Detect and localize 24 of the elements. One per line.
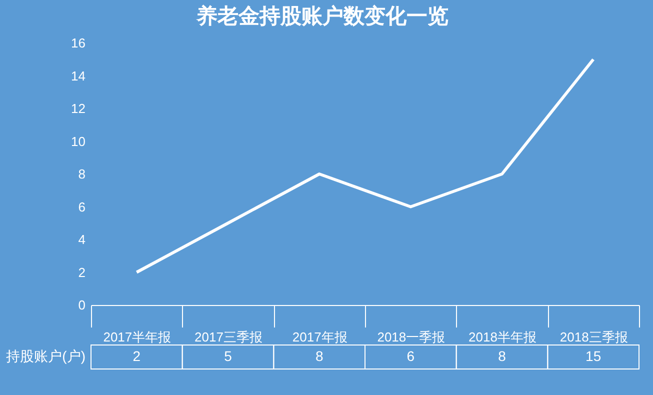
y-tick-label: 6 — [78, 199, 86, 214]
data-label: 5 — [224, 348, 232, 364]
x-tick-label: 2017年报 — [292, 330, 348, 344]
x-tick-label: 2018一季报 — [377, 330, 446, 344]
x-tick-label: 2017半年报 — [103, 330, 172, 344]
data-label: 8 — [315, 348, 324, 364]
data-label: 15 — [586, 348, 602, 364]
data-label: 2 — [132, 348, 141, 364]
x-tick-label: 2017三季报 — [194, 330, 262, 344]
data-label: 6 — [406, 348, 415, 364]
y-tick-label: 14 — [71, 68, 86, 84]
data-label: 8 — [498, 348, 506, 364]
y-tick-label: 10 — [71, 134, 86, 149]
line-series — [135, 58, 595, 274]
y-tick-label: 8 — [78, 166, 86, 182]
y-tick-label: 16 — [71, 36, 86, 50]
y-tick-label: 2 — [78, 264, 86, 280]
y-tick-label: 12 — [71, 101, 86, 116]
x-tick-label: 2018三季报 — [560, 330, 628, 344]
x-tick-label: 2018半年报 — [468, 330, 536, 344]
text: 持股账户(户) — [6, 348, 86, 364]
y-tick-label: 0 — [78, 298, 86, 312]
chart-title: 养老金持股账户数变化一览 — [196, 4, 449, 28]
y-tick-label: 4 — [78, 232, 86, 247]
